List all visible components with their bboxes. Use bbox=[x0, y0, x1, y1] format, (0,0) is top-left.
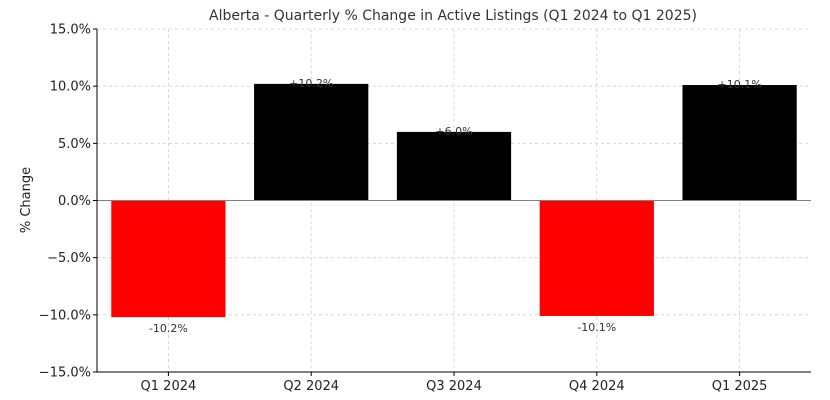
bar-data-label: -10.1% bbox=[577, 321, 616, 334]
y-tick-label: 15.0% bbox=[50, 23, 91, 38]
y-tick-label: −10.0% bbox=[39, 308, 91, 323]
y-tick-label: 5.0% bbox=[58, 137, 91, 152]
bar-data-label: +10.2% bbox=[289, 77, 333, 90]
bar-data-label: +10.1% bbox=[718, 78, 762, 91]
bar bbox=[682, 85, 797, 201]
y-tick-label: −15.0% bbox=[39, 366, 91, 381]
y-tick-label: −5.0% bbox=[47, 251, 91, 266]
x-tick-label: Q3 2024 bbox=[426, 379, 482, 394]
bar bbox=[111, 200, 226, 318]
data-labels-layer: -10.2% +10.2% +6.0% -10.1% +10.1% bbox=[149, 77, 762, 335]
axes-layer: 15.0% 10.0% 5.0% 0.0% −5.0% −10.0% −15.0% Q1 20… bbox=[39, 23, 811, 394]
y-tick-label: 10.0% bbox=[50, 80, 91, 95]
bar bbox=[254, 83, 369, 201]
bar bbox=[539, 200, 654, 316]
x-tick-label: Q1 2024 bbox=[141, 379, 197, 394]
bar bbox=[396, 131, 512, 201]
x-tick-label: Q1 2025 bbox=[712, 379, 768, 394]
x-tick-label: Q2 2024 bbox=[283, 379, 339, 394]
bar-data-label: -10.2% bbox=[149, 322, 188, 335]
x-tick-label: Q4 2024 bbox=[569, 379, 625, 394]
bars-layer bbox=[111, 83, 797, 318]
bar-data-label: +6.0% bbox=[435, 125, 472, 138]
y-axis-label: % Change bbox=[19, 167, 34, 233]
chart-title: Alberta - Quarterly % Change in Active L… bbox=[209, 8, 697, 24]
y-tick-label: 0.0% bbox=[58, 194, 91, 209]
